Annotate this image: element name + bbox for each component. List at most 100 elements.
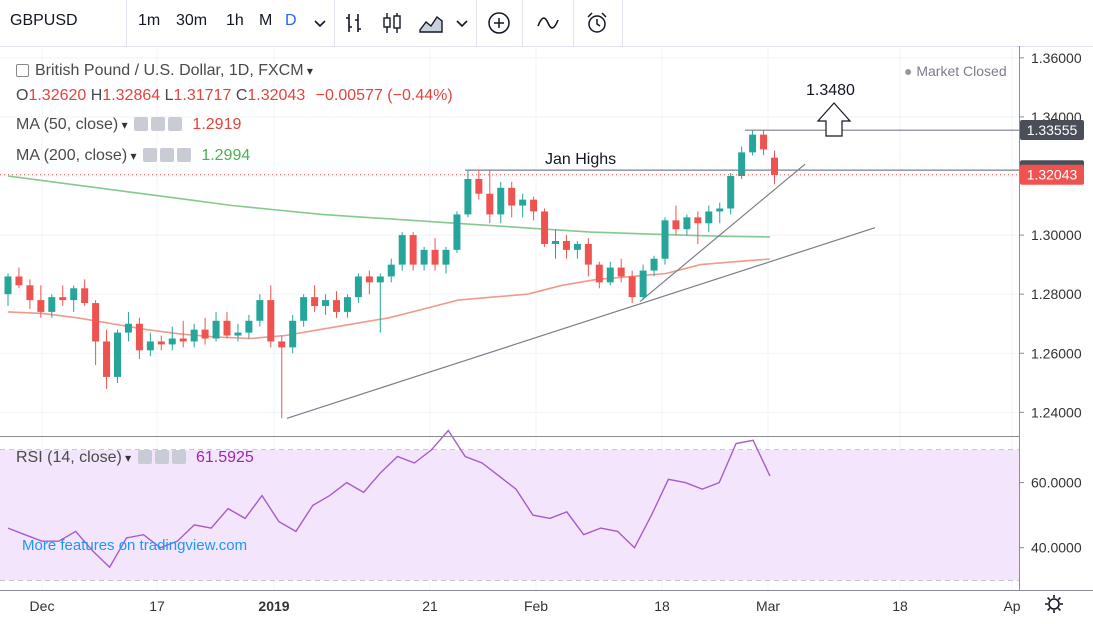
interval-1h-button[interactable]: 1h (226, 12, 244, 29)
time-tick-label: Mar (756, 598, 780, 614)
settings-icon[interactable] (154, 450, 169, 464)
candle-up (245, 320, 253, 333)
market-status-label: Market Closed (916, 63, 1007, 79)
candle-down (59, 297, 67, 301)
area-icon[interactable] (418, 10, 444, 36)
candle-down (486, 193, 494, 215)
time-tick-label: 18 (892, 598, 908, 614)
chevron-down-icon[interactable]: ▾ (127, 149, 140, 163)
toolbar-divider (573, 0, 574, 46)
chevron-down-icon[interactable]: ▾ (118, 118, 131, 132)
candle-down (37, 300, 45, 312)
time-tick-label: 21 (422, 598, 438, 614)
eye-icon[interactable] (142, 148, 157, 162)
candle-up (376, 276, 384, 283)
candle-down (201, 329, 209, 339)
candle-down (365, 276, 373, 283)
candle-up (464, 178, 472, 215)
eye-icon[interactable] (133, 117, 148, 131)
candle-down (595, 264, 603, 283)
candle-up (212, 320, 220, 339)
time-tick-label: 18 (654, 598, 670, 614)
watermark-link[interactable]: More features on tradingview.com (22, 537, 248, 554)
candle-down (508, 187, 516, 206)
candle-up (190, 329, 198, 342)
candle-up (738, 152, 746, 176)
candle-up (420, 249, 428, 265)
chevron-down-icon[interactable] (449, 10, 475, 36)
candle-up (256, 300, 264, 321)
close-icon[interactable] (171, 450, 186, 464)
bar-style-icon[interactable] (341, 10, 367, 36)
toolbar-divider (522, 0, 523, 46)
candle-down (92, 303, 100, 342)
ma50-legend: MA (50, close) ▾ 1.2919 (16, 116, 241, 134)
low-label: L (164, 87, 174, 104)
price-label: 1.33555 (1027, 122, 1078, 138)
candle-up (683, 217, 691, 230)
candle-up (4, 276, 12, 295)
candle-down (694, 217, 702, 224)
ohlc-row: O1.32620 H1.32864 L1.31717 C1.32043 −0.0… (16, 87, 453, 105)
low-value: 1.31717 (173, 87, 232, 104)
change-value: −0.00577 (−0.44%) (315, 87, 453, 104)
rsi-legend: RSI (14, close) ▾ 61.5925 (16, 449, 254, 467)
candle-up (716, 208, 724, 212)
candle-up (453, 214, 461, 250)
time-tick-label: Feb (524, 598, 548, 614)
price-tick-label: 1.30000 (1031, 227, 1082, 243)
chevron-down-icon[interactable]: ▾ (121, 451, 135, 465)
ma200-legend: MA (200, close) ▾ 1.2994 (16, 147, 250, 165)
trendline-short (639, 163, 806, 303)
candle-down (628, 276, 636, 298)
candle-down (617, 267, 625, 277)
wave-icon[interactable] (535, 10, 561, 36)
eye-icon[interactable] (137, 450, 152, 464)
candle-down (157, 341, 165, 345)
open-label: O (16, 87, 29, 104)
settings-icon[interactable] (159, 148, 174, 162)
interval-1m-button[interactable]: 1m (138, 12, 161, 29)
candle-up (234, 332, 242, 336)
ma200-label: MA (200, close) (16, 147, 128, 164)
chevron-down-icon[interactable] (307, 10, 333, 36)
target-label: 1.3480 (806, 82, 855, 99)
chevron-down-icon[interactable]: ▾ (303, 64, 313, 78)
settings-icon[interactable] (150, 117, 165, 131)
plus-circle-icon[interactable] (486, 10, 512, 36)
close-icon[interactable] (167, 117, 182, 131)
interval-day-button[interactable]: D (285, 12, 297, 29)
close-icon[interactable] (176, 148, 191, 162)
candle-up (552, 241, 559, 244)
candle-down (530, 199, 538, 212)
candle-up (398, 235, 406, 265)
interval-30m-button[interactable]: 30m (176, 12, 208, 29)
market-status: ● Market Closed (904, 63, 1007, 79)
toolbar-divider (476, 0, 477, 46)
candles-icon[interactable] (379, 10, 405, 36)
rsi-tick-label: 60.0000 (1031, 475, 1082, 491)
settings-gear-icon[interactable] (1043, 593, 1065, 615)
symbol-label[interactable]: GBPUSD (10, 12, 78, 29)
candle-down (278, 341, 286, 348)
candle-up (114, 332, 121, 377)
ma50-value: 1.2919 (192, 116, 242, 133)
candle-up (70, 288, 78, 301)
rsi-line (7, 429, 771, 569)
candle-down (267, 300, 275, 342)
collapse-icon[interactable] (16, 64, 29, 77)
price-tick-label: 1.26000 (1031, 345, 1082, 361)
open-value: 1.32620 (28, 87, 87, 104)
candle-up (289, 320, 297, 348)
alarm-clock-icon[interactable] (584, 10, 610, 36)
price-tick-label: 1.24000 (1031, 404, 1082, 420)
candle-up (48, 297, 56, 312)
candle-down (541, 211, 549, 244)
candle-down (431, 249, 439, 265)
jan-highs-label: Jan Highs (545, 151, 616, 168)
interval-month-button[interactable]: M (259, 12, 273, 29)
candle-down (333, 300, 340, 312)
top-toolbar: GBPUSD 1m 30m 1h M D (0, 0, 1093, 47)
candle-up (705, 211, 713, 224)
